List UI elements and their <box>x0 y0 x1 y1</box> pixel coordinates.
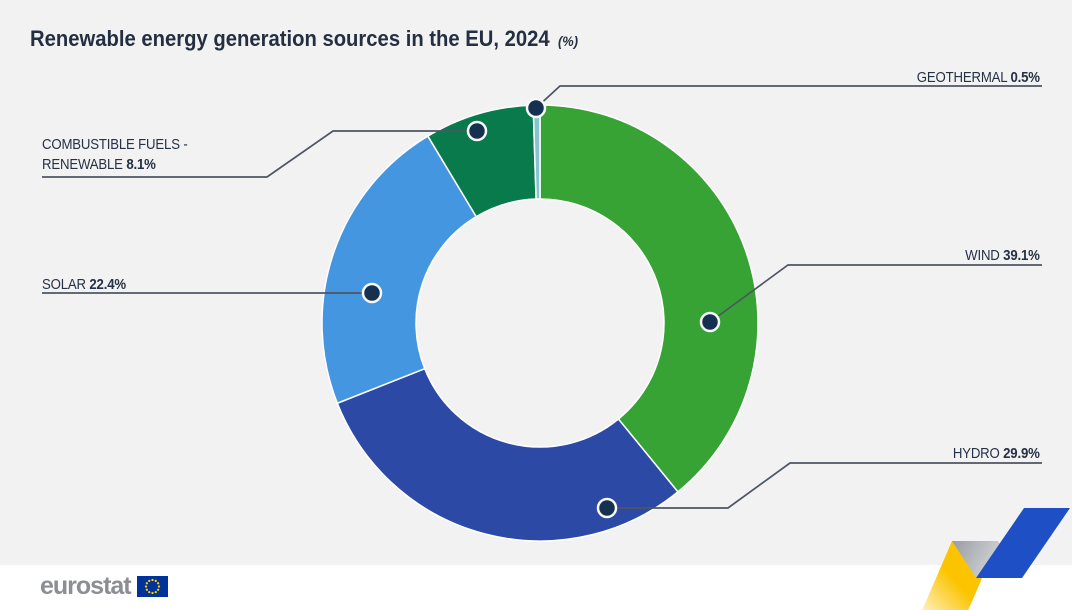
label-solar-value: 22.4% <box>89 276 126 293</box>
eu-flag-star <box>147 579 151 583</box>
leader-combustible <box>42 130 477 178</box>
label-hydro-value: 29.9% <box>1003 445 1040 462</box>
label-combustible-line2: RENEWABLE 8.1% <box>42 156 156 173</box>
label-combustible-value: 8.1% <box>126 156 156 173</box>
eu-flag-star <box>147 590 151 594</box>
donut-slice-wind <box>539 104 759 493</box>
donut-slices <box>321 104 759 542</box>
eu-flag-star <box>154 579 157 583</box>
label-geothermal: GEOTHERMAL 0.5% <box>917 68 1040 88</box>
marker-wind <box>699 311 721 333</box>
page-title: Renewable energy generation sources in t… <box>30 26 578 52</box>
leader-geothermal <box>535 85 1042 109</box>
label-hydro: HYDRO 29.9% <box>953 444 1040 464</box>
marker-hydro <box>596 497 618 519</box>
eu-flag-star <box>156 588 159 591</box>
title-unit: (%) <box>557 33 579 49</box>
label-combustible-line1: COMBUSTIBLE FUELS - <box>42 136 188 153</box>
leader-wind <box>709 264 1042 323</box>
eu-flag-star <box>154 590 157 594</box>
label-solar-name: SOLAR <box>42 276 86 293</box>
label-wind-name: WIND <box>965 247 1000 264</box>
eu-flag-star <box>145 588 148 591</box>
eu-flag-star <box>144 585 147 588</box>
donut-slice-solar <box>321 135 477 404</box>
eu-flag-star <box>150 591 154 595</box>
eu-flag-star <box>156 582 159 585</box>
ribbon-decoration <box>922 508 1070 610</box>
label-geothermal-value: 0.5% <box>1010 69 1041 86</box>
ribbon-blue-band <box>976 508 1070 578</box>
donut-slice-hydro <box>336 367 679 542</box>
eu-flag-icon <box>136 576 168 597</box>
eu-flag-star <box>150 578 154 582</box>
label-solar: SOLAR 22.4% <box>42 275 126 295</box>
label-hydro-name: HYDRO <box>953 445 1000 462</box>
label-wind-value: 39.1% <box>1003 247 1040 264</box>
title-text: Renewable energy generation sources in t… <box>30 26 550 51</box>
eu-flag-star <box>145 582 148 585</box>
label-geothermal-name: GEOTHERMAL <box>916 69 1008 86</box>
label-combustible: COMBUSTIBLE FUELS - RENEWABLE 8.1% <box>42 135 188 175</box>
marker-geothermal <box>525 97 547 119</box>
marker-combustible <box>466 120 488 142</box>
eurostat-logo: eurostat <box>40 574 168 599</box>
eurostat-logo-text: eurostat <box>40 572 132 600</box>
leader-hydro <box>607 462 1042 509</box>
label-wind: WIND 39.1% <box>965 246 1040 266</box>
eu-flag-stars <box>144 578 160 595</box>
marker-solar <box>361 282 383 304</box>
eu-flag-star <box>157 585 160 588</box>
